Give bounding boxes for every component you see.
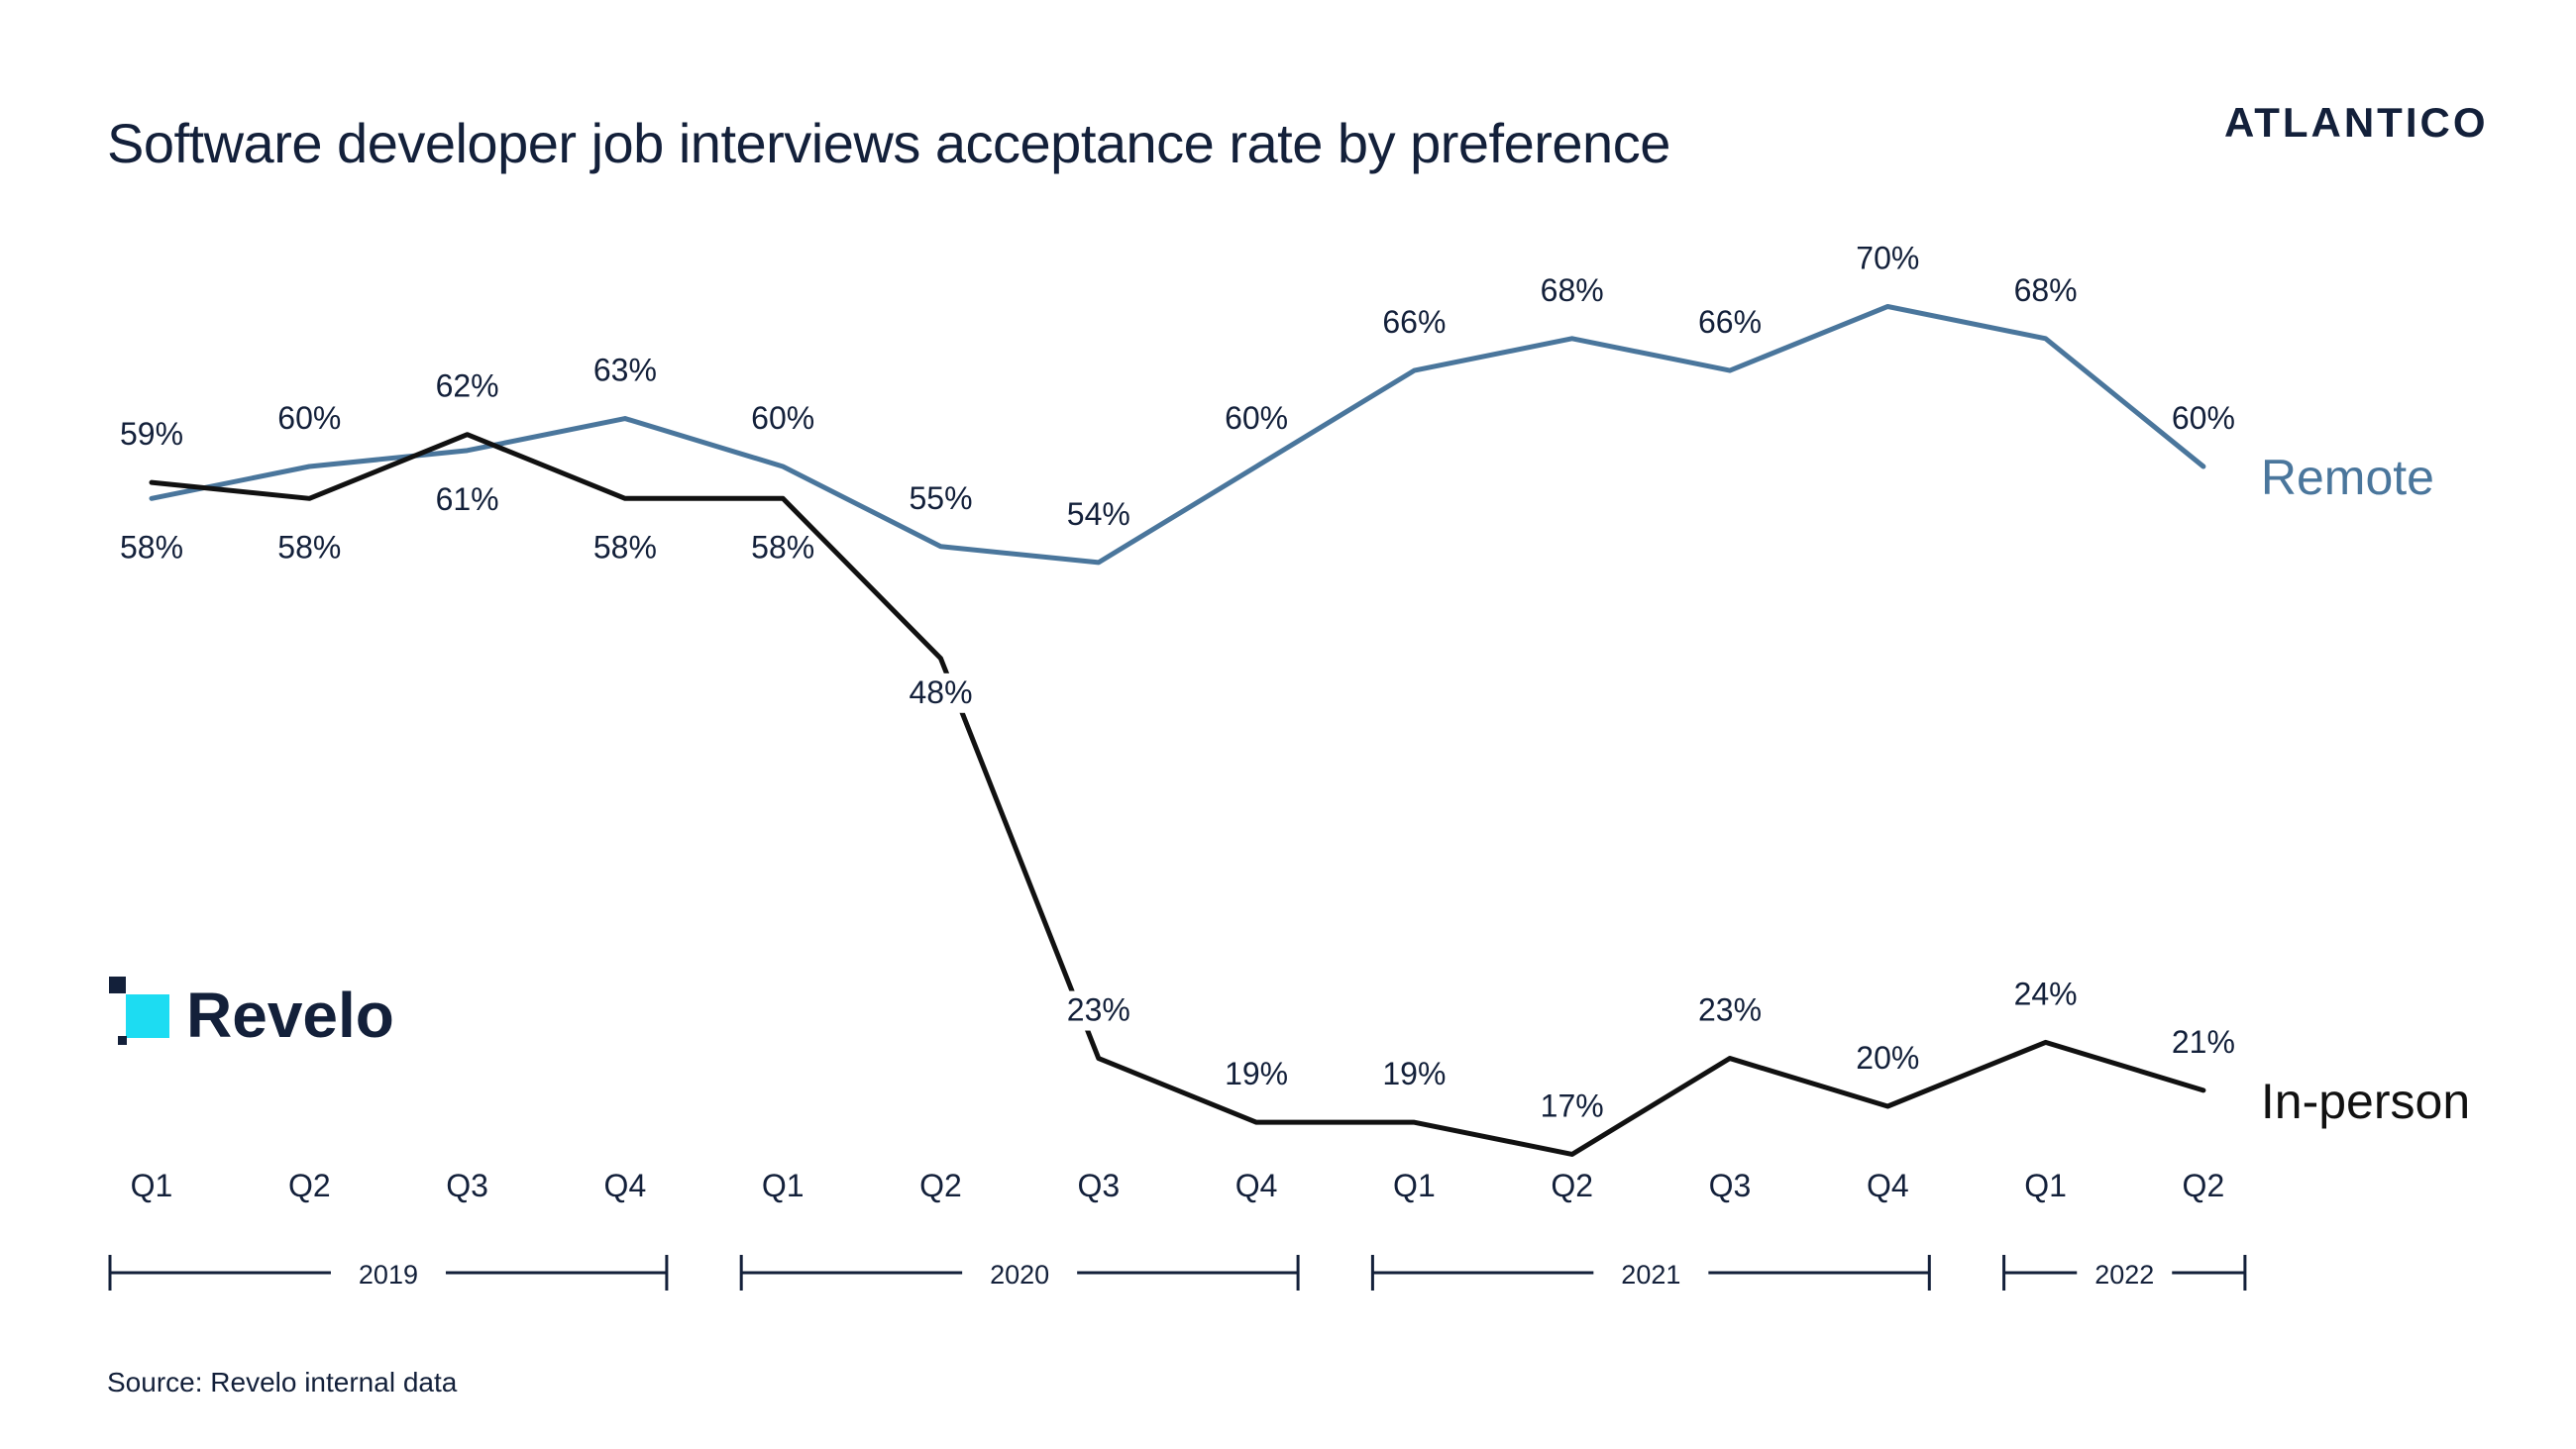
year-bracket: 2020 xyxy=(739,1255,1300,1291)
data-label-remote: 60% xyxy=(751,400,814,436)
data-label-remote: 66% xyxy=(1698,304,1762,340)
series-line-remote xyxy=(149,304,2206,566)
data-label-backing xyxy=(1058,990,1138,1031)
data-label-backing xyxy=(901,673,981,713)
year-bracket: 2021 xyxy=(1370,1255,1931,1291)
x-tick-label: Q1 xyxy=(762,1168,805,1203)
data-label-remote: 61% xyxy=(436,481,499,517)
revelo-mark-dot xyxy=(118,1036,127,1045)
revelo-mark-cyan-square xyxy=(126,994,169,1038)
data-label-remote: 63% xyxy=(593,353,657,388)
x-tick-label: Q3 xyxy=(446,1168,488,1203)
series-label-in-person: In-person xyxy=(2261,1074,2470,1129)
x-tick-label: Q2 xyxy=(919,1168,962,1203)
data-label-remote: 60% xyxy=(1225,400,1288,436)
data-label-remote: 58% xyxy=(120,529,183,565)
data-label-in-person: 23% xyxy=(1067,992,1130,1028)
revelo-wordmark: Revelo xyxy=(186,980,394,1051)
year-label: 2022 xyxy=(2094,1260,2154,1290)
x-tick-label: Q2 xyxy=(1551,1168,1593,1203)
data-label-in-person: 20% xyxy=(1856,1040,1919,1076)
year-bracket: 2019 xyxy=(108,1255,669,1291)
data-label-remote: 68% xyxy=(1541,272,1604,308)
year-label: 2021 xyxy=(1621,1260,1680,1290)
data-label-in-person: 58% xyxy=(277,529,341,565)
x-tick-label: Q2 xyxy=(2183,1168,2225,1203)
data-label-in-person: 23% xyxy=(1698,992,1762,1028)
chart-title: Software developer job interviews accept… xyxy=(107,112,1670,174)
data-label-in-person: 58% xyxy=(751,529,814,565)
data-label-remote: 68% xyxy=(2014,272,2078,308)
revelo-mark-dark-square xyxy=(109,977,126,993)
x-tick-label: Q3 xyxy=(1077,1168,1120,1203)
x-tick-label: Q4 xyxy=(1867,1168,1909,1203)
data-label-in-person: 58% xyxy=(593,529,657,565)
x-tick-label: Q1 xyxy=(131,1168,173,1203)
series-line-in-person xyxy=(149,432,2206,1157)
data-label-remote: 60% xyxy=(2172,400,2235,436)
data-label-in-person: 19% xyxy=(1225,1056,1288,1091)
data-label-remote: 54% xyxy=(1067,496,1130,532)
data-label-remote: 70% xyxy=(1856,241,1919,276)
series-label-remote: Remote xyxy=(2261,450,2434,505)
data-label-remote: 55% xyxy=(909,480,972,516)
data-label-in-person: 59% xyxy=(120,416,183,452)
x-tick-label: Q2 xyxy=(288,1168,331,1203)
data-label-in-person: 48% xyxy=(909,674,972,710)
year-bracket: 2022 xyxy=(2002,1255,2247,1291)
x-tick-label: Q4 xyxy=(1235,1168,1278,1203)
atlantico-logo: ATLANTICO xyxy=(2224,99,2489,146)
data-label-in-person: 62% xyxy=(436,368,499,404)
x-tick-label: Q1 xyxy=(2024,1168,2067,1203)
data-label-in-person: 21% xyxy=(2172,1024,2235,1060)
x-tick-label: Q1 xyxy=(1393,1168,1436,1203)
data-label-in-person: 24% xyxy=(2014,976,2078,1011)
data-label-in-person: 17% xyxy=(1541,1087,1604,1123)
data-label-in-person: 19% xyxy=(1382,1056,1446,1091)
source-note: Source: Revelo internal data xyxy=(107,1367,458,1397)
x-tick-label: Q4 xyxy=(604,1168,647,1203)
data-label-remote: 60% xyxy=(277,400,341,436)
year-label: 2020 xyxy=(990,1260,1049,1290)
data-label-remote: 66% xyxy=(1382,304,1446,340)
year-label: 2019 xyxy=(359,1260,418,1290)
x-tick-label: Q3 xyxy=(1709,1168,1752,1203)
